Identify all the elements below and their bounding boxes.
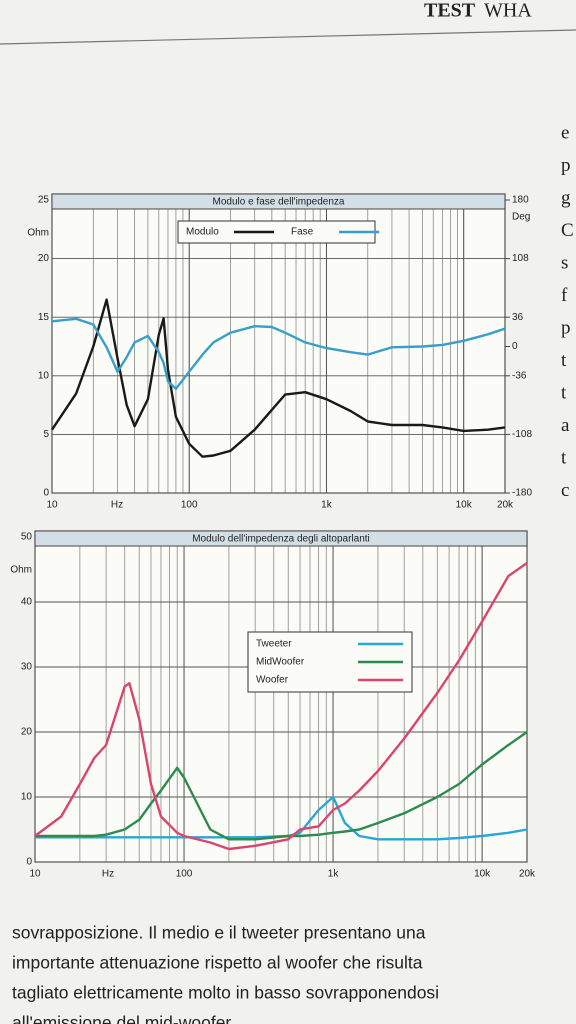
side-text: p xyxy=(561,317,571,338)
chart-title: Modulo e fase dell'impedenza xyxy=(213,197,345,208)
header-section: TEST xyxy=(424,0,476,22)
series-line xyxy=(35,731,528,841)
series-line xyxy=(51,317,506,390)
series-line xyxy=(34,562,528,851)
y-tick-label: 30 xyxy=(21,662,33,673)
body-text: sovrapposizione. Il medio e il tweeter p… xyxy=(12,923,426,943)
x-tick-label: 20k xyxy=(497,500,514,511)
side-text: t xyxy=(561,447,567,468)
x-tick-label: 1k xyxy=(321,500,333,511)
header-rule xyxy=(0,29,576,45)
x-tick-label: 10 xyxy=(46,500,58,511)
x-tick-label: 100 xyxy=(181,500,198,511)
side-text: t xyxy=(561,382,567,403)
y2-tick-label: 180 xyxy=(512,195,529,206)
legend-label: Fase xyxy=(291,227,314,238)
y2-unit: Deg xyxy=(512,212,530,223)
side-text: s xyxy=(561,252,568,273)
body-text: importante attenuazione rispetto al woof… xyxy=(12,953,423,973)
legend-label: Woofer xyxy=(256,675,289,686)
side-text: C xyxy=(561,220,574,241)
body-text: tagliato elettricamente molto in basso s… xyxy=(12,983,439,1003)
side-text: p xyxy=(561,155,571,176)
y-tick-label: 40 xyxy=(21,597,33,608)
title-band xyxy=(51,193,506,210)
side-text: e xyxy=(561,122,569,143)
y2-tick-label: -180 xyxy=(512,488,532,499)
y2-tick-label: -108 xyxy=(512,429,532,440)
legend-label: Tweeter xyxy=(256,639,292,650)
side-text: c xyxy=(561,480,569,501)
legend-label: MidWoofer xyxy=(256,657,305,668)
y-tick-label: 5 xyxy=(43,429,49,440)
plot-area xyxy=(51,193,506,494)
x-tick-label: 100 xyxy=(176,869,193,880)
y-tick-label: 20 xyxy=(21,727,33,738)
legend-label: Modulo xyxy=(186,227,219,238)
y-tick-label: 15 xyxy=(38,312,50,323)
series-line xyxy=(35,795,528,841)
y2-tick-label: 0 xyxy=(512,341,518,352)
side-text: f xyxy=(561,285,568,306)
x-tick-label: 20k xyxy=(519,869,536,880)
body-text: all'emissione del mid-woofer xyxy=(12,1013,231,1024)
y-tick-label: 10 xyxy=(38,370,50,381)
x-tick-label: 10k xyxy=(474,869,491,880)
x-tick-label: 10 xyxy=(29,869,41,880)
y-tick-label: 25 xyxy=(38,195,50,206)
x-tick-label: 1k xyxy=(328,869,340,880)
y-tick-label: 50 xyxy=(21,532,33,543)
y-tick-label: 0 xyxy=(43,488,49,499)
y-tick-label: 20 xyxy=(38,253,50,264)
y2-tick-label: 36 xyxy=(512,312,524,323)
y-unit: Ohm xyxy=(10,565,32,576)
x-unit: Hz xyxy=(111,500,123,511)
x-tick-label: 10k xyxy=(456,500,473,511)
plot-area xyxy=(34,530,528,863)
series-line xyxy=(51,298,506,458)
x-unit: Hz xyxy=(102,869,114,880)
side-text: g xyxy=(561,187,571,208)
side-text: a xyxy=(561,415,570,436)
chart-title: Modulo dell'impedenza degli altoparlanti xyxy=(192,534,370,545)
y2-tick-label: -36 xyxy=(512,370,527,381)
y-tick-label: 10 xyxy=(21,792,33,803)
y-unit: Ohm xyxy=(27,228,49,239)
y-tick-label: 0 xyxy=(26,857,32,868)
title-band xyxy=(34,530,528,547)
side-text: t xyxy=(561,350,567,371)
header-title: WHA xyxy=(484,0,532,22)
y2-tick-label: 108 xyxy=(512,253,529,264)
